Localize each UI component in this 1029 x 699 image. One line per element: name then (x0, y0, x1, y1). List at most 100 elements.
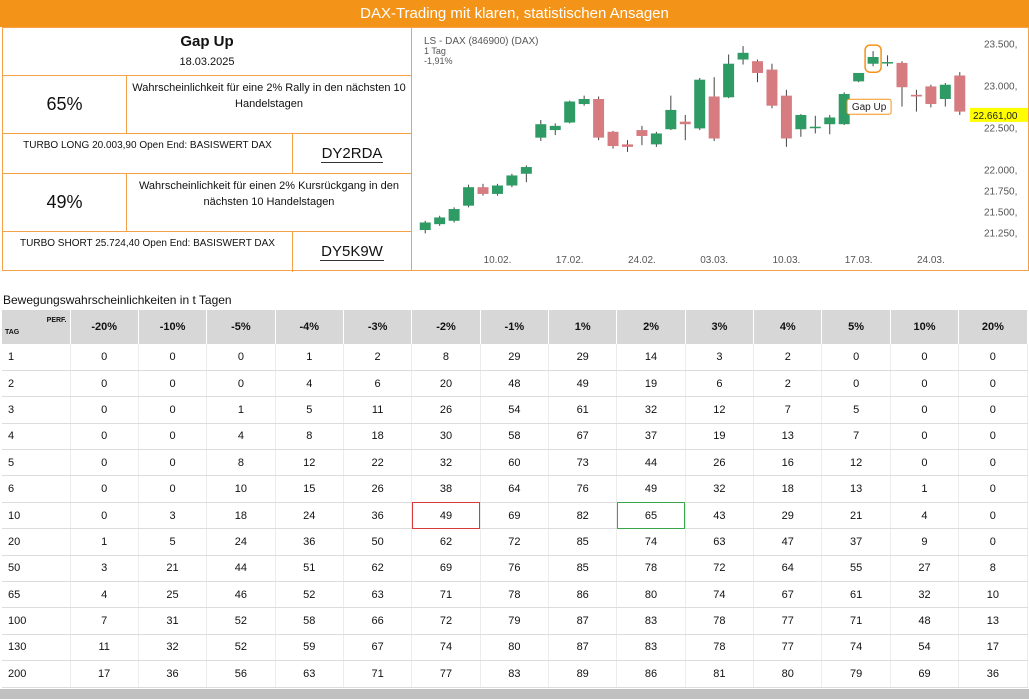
probability-cell: 21 (138, 555, 208, 583)
probability-cell: 32 (138, 634, 208, 662)
column-header: 5% (821, 310, 891, 344)
table-header-row: PERF. TAG -20% -10% -5% -4% -3% -2% -1% 1% 2% 3% 4% 5… (2, 310, 1028, 344)
column-header: 3% (685, 310, 755, 344)
probability-cell: 0 (206, 344, 276, 371)
candle-body (867, 57, 879, 64)
probability-cell: 3 (70, 555, 139, 583)
probability-cell: 32 (616, 396, 686, 424)
column-header: -3% (343, 310, 413, 344)
probability-cell: 54 (890, 634, 960, 662)
probability-cell: 72 (685, 555, 755, 583)
long-probability-value: 65% (3, 76, 127, 133)
short-wkn-link[interactable]: DY5K9W (320, 243, 384, 261)
probability-cell: 47 (753, 528, 823, 556)
column-header: 2% (616, 310, 686, 344)
y-tick-label: 21.750, (984, 186, 1017, 197)
probability-cell: 77 (753, 607, 823, 635)
page-banner: DAX-Trading mit klaren, statistischen An… (0, 0, 1029, 27)
x-tick-label: 24.03. (917, 255, 945, 266)
probability-cell: 64 (753, 555, 823, 583)
candle-body (766, 69, 778, 106)
x-tick-label: 03.03. (700, 255, 728, 266)
probability-cell: 0 (70, 449, 139, 477)
probability-cell: 19 (616, 370, 686, 398)
table-row: 4 0 0 4 8 18 30 58 67 37 19 13 7 0 0 (2, 423, 1028, 451)
probability-cell: 0 (958, 449, 1028, 477)
chart-header-line: 1 Tag (424, 46, 446, 56)
probability-cell: 4 (206, 423, 276, 451)
probability-cell: 52 (206, 634, 276, 662)
short-wkn[interactable]: DY5K9W (293, 232, 411, 272)
probability-cell: 48 (890, 607, 960, 635)
probability-cell: 89 (548, 660, 618, 688)
probability-cell: 1 (890, 475, 960, 503)
probability-cell: 62 (343, 555, 413, 583)
probability-cell: 87 (548, 607, 618, 635)
column-header: 10% (890, 310, 960, 344)
last-price-box (970, 107, 1028, 122)
probability-cell: 8 (411, 344, 481, 371)
dax-chart: LS - DAX (846900) (DAX) 1 Tag -1,91% 21.250… (412, 27, 1029, 271)
candle-body (896, 62, 908, 88)
probability-cell: 11 (343, 396, 413, 424)
day-cell: 100 (2, 607, 71, 635)
probability-cell: 74 (411, 634, 481, 662)
probability-cell: 0 (890, 423, 960, 451)
candle-body (463, 187, 475, 206)
table-row: 1 0 0 0 1 2 8 29 29 14 3 2 0 0 0 (2, 344, 1028, 371)
signal-header: Gap Up 18.03.2025 (3, 28, 411, 76)
probability-cell: 74 (685, 581, 755, 609)
probability-cell: 1 (275, 344, 344, 371)
probability-cell: 0 (70, 344, 139, 371)
probability-cell: 58 (275, 607, 344, 635)
candle-body (910, 94, 922, 97)
probability-cell: 0 (138, 396, 208, 424)
probability-cell: 63 (275, 660, 344, 688)
probability-cell: 83 (616, 607, 686, 635)
probability-cell: 0 (958, 396, 1028, 424)
table-row: 5 0 0 8 12 22 32 60 73 44 26 16 12 0 0 (2, 449, 1028, 477)
day-cell: 1 (2, 344, 71, 371)
table-row: 65 4 25 46 52 63 71 78 86 80 74 67 61 32 10 (2, 581, 1028, 609)
candle-body (549, 125, 561, 131)
probability-cell: 3 (138, 502, 208, 530)
probability-cell: 0 (958, 370, 1028, 398)
candle-body (477, 187, 489, 194)
probability-cell: 85 (548, 528, 618, 556)
x-tick-label: 17.02. (556, 255, 584, 266)
probability-cell: 17 (958, 634, 1028, 662)
probability-cell: 29 (548, 344, 618, 371)
probability-cell: 32 (411, 449, 481, 477)
probability-cell: 0 (821, 344, 891, 371)
probability-cell: 0 (70, 475, 139, 503)
candle-body (780, 95, 792, 139)
probability-cell: 12 (821, 449, 891, 477)
candle-body (419, 222, 431, 231)
y-tick-label: 23.000, (984, 81, 1017, 92)
probability-cell: 81 (685, 660, 755, 688)
short-probability-value: 49% (3, 174, 127, 231)
y-tick-label: 22.000, (984, 165, 1017, 176)
probability-cell: 25 (138, 581, 208, 609)
probability-cell: 18 (206, 502, 276, 530)
probability-cell: 76 (548, 475, 618, 503)
probability-cell: 67 (753, 581, 823, 609)
probability-cell: 67 (548, 423, 618, 451)
long-probability-row: 65% Wahrscheinlichkeit für eine 2% Rally… (3, 76, 411, 134)
long-wkn-link[interactable]: DY2RDA (320, 144, 384, 163)
probability-cell: 37 (821, 528, 891, 556)
probability-cell: 5 (138, 528, 208, 556)
long-product-row: TURBO LONG 20.003,90 Open End: BASISWERT… (3, 134, 411, 174)
column-header: -5% (206, 310, 276, 344)
column-header: 20% (958, 310, 1028, 344)
candle-body (723, 63, 735, 98)
long-wkn[interactable]: DY2RDA (293, 134, 411, 173)
candle-body (838, 93, 850, 125)
probability-cell: 10 (206, 475, 276, 503)
probability-cell: 0 (821, 370, 891, 398)
probability-cell: 71 (343, 660, 413, 688)
probability-cell: 59 (275, 634, 344, 662)
probability-cell: 83 (616, 634, 686, 662)
probability-cell: 15 (275, 475, 344, 503)
probability-cell: 62 (411, 528, 481, 556)
